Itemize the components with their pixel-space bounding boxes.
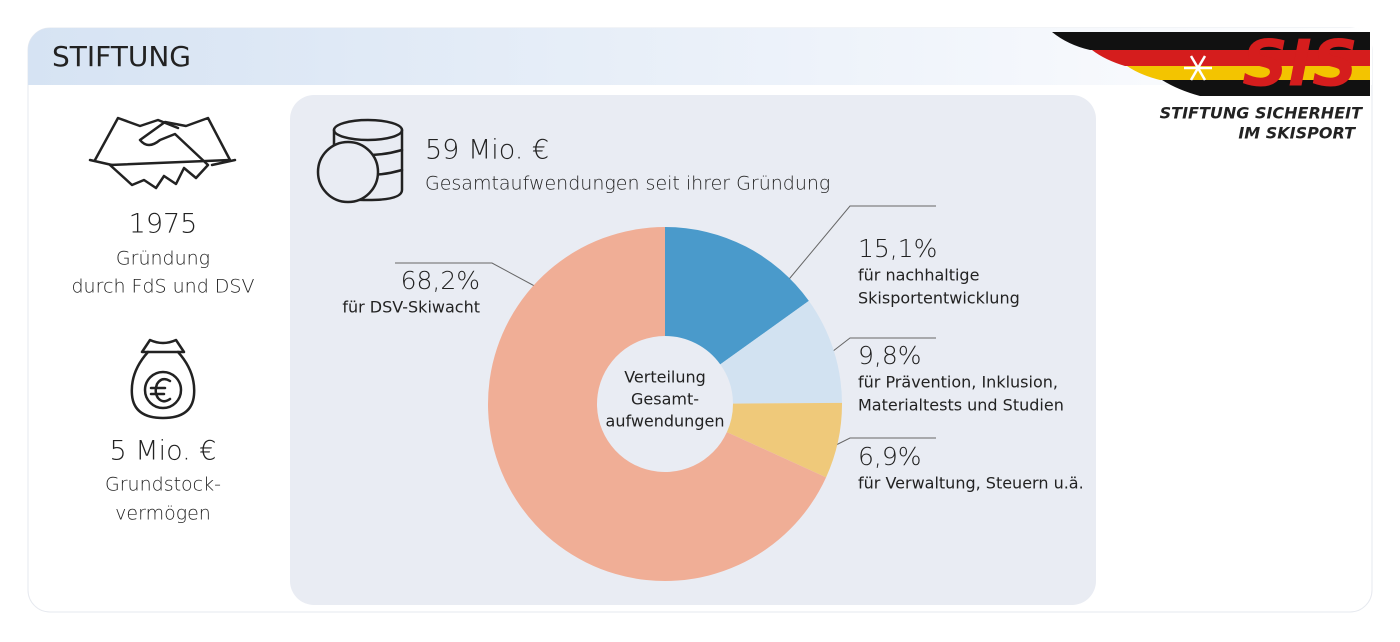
logo-mark: SIS [1242, 28, 1358, 102]
donut-slice [488, 227, 827, 581]
category-label: für DSV-Skiwacht [342, 298, 480, 317]
logo: SIS STIFTUNG SICHERHEIT IM SKISPORT [1052, 28, 1370, 143]
donut-slice [665, 227, 809, 365]
value-label: 6,9% [858, 442, 922, 471]
fact-label: vermögen [115, 503, 211, 525]
value-label: 68,2% [401, 266, 480, 295]
handshake-icon [88, 116, 237, 190]
total-value: 59 Mio. € [425, 135, 549, 166]
coins-icon [316, 118, 404, 204]
moneybag-icon [130, 338, 196, 420]
center-label: Gesamt- [631, 390, 699, 409]
category-label: Materialtests und Studien [858, 396, 1064, 415]
fact-label: Gründung [116, 248, 210, 270]
value-label: 9,8% [858, 341, 922, 370]
center-label: Verteilung [624, 368, 706, 387]
category-label: für Verwaltung, Steuern u.ä. [858, 474, 1084, 493]
fact-label: durch FdS und DSV [72, 276, 255, 298]
donut-slice [726, 402, 843, 478]
center-label: aufwendungen [606, 412, 725, 431]
header-title: STIFTUNG [52, 40, 191, 73]
category-label: Skisportentwicklung [858, 289, 1020, 308]
fact-label: Grundstock- [105, 474, 221, 496]
category-label: für nachhaltige [858, 266, 979, 285]
chart-panel [290, 95, 1096, 605]
logo-line: STIFTUNG SICHERHEIT [1160, 104, 1363, 123]
total-label: Gesamtaufwendungen seit ihrer Gründung [425, 173, 830, 195]
fact-value: 5 Mio. € [110, 436, 217, 467]
value-label: 15,1% [858, 234, 937, 263]
logo-line: IM SKISPORT [1238, 124, 1356, 143]
header-band [28, 28, 1372, 85]
donut-slice [720, 300, 842, 404]
category-label: für Prävention, Inklusion, [858, 373, 1058, 392]
fact-value: 1975 [129, 209, 198, 240]
